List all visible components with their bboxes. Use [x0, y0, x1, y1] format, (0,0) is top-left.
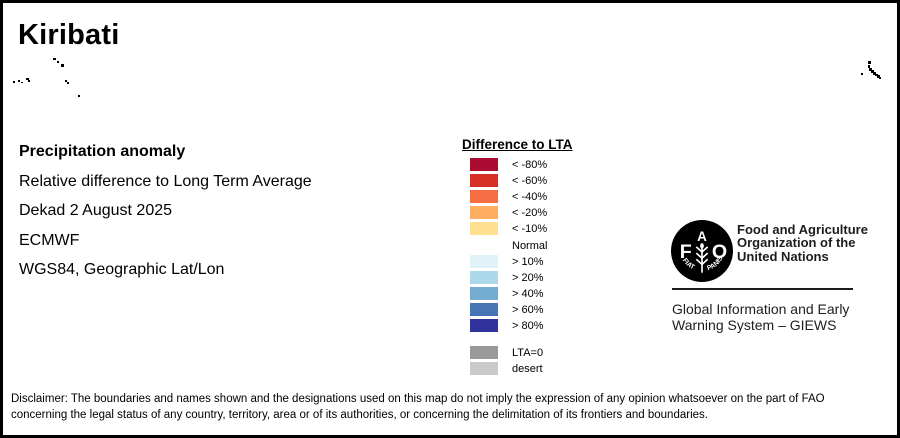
map-info-block: Precipitation anomaly Relative differenc…: [19, 137, 312, 285]
legend-swatch: [470, 303, 498, 316]
island-dot: [61, 64, 64, 67]
legend-row: > 10%: [470, 255, 547, 268]
fao-logo-letter-a: A: [697, 229, 707, 244]
legend-swatch: [470, 346, 498, 359]
legend-swatch: [470, 174, 498, 187]
legend-label: < -20%: [512, 206, 548, 219]
fao-org-name-line: Organization of the: [737, 235, 856, 251]
legend-label: LTA=0: [512, 346, 544, 359]
island-dot: [28, 80, 30, 82]
legend-swatch: [470, 362, 498, 375]
island-dot: [53, 58, 56, 60]
legend-label: desert: [512, 362, 543, 375]
disclaimer-text: Disclaimer: The boundaries and names sho…: [11, 392, 825, 423]
fao-logo-icon: F A O FIAT PANIS: [671, 220, 733, 282]
island-dot: [869, 68, 872, 71]
island-dot: [13, 81, 15, 83]
legend-label: < -80%: [512, 158, 548, 171]
island-dot: [877, 75, 880, 78]
legend-label: > 80%: [512, 319, 544, 332]
legend-label: > 40%: [512, 287, 544, 300]
legend-row: < -80%: [470, 158, 547, 171]
legend-swatch: [470, 239, 498, 252]
island-dot: [875, 74, 878, 76]
island-dot: [879, 77, 881, 79]
island-dot: [861, 73, 863, 75]
fao-org-name: Food and Agriculture Organization of the…: [737, 222, 868, 264]
legend-swatch: [470, 158, 498, 171]
fao-org-name-line: United Nations: [737, 248, 829, 264]
island-dot: [21, 82, 23, 83]
legend-row: < -40%: [470, 190, 547, 203]
legend-label: > 60%: [512, 303, 544, 316]
legend-swatch: [470, 206, 498, 219]
legend-swatch: [470, 319, 498, 332]
info-line-dekad: Dekad 2 August 2025: [19, 202, 173, 220]
island-dot: [67, 82, 69, 84]
fao-logo-letter-o: O: [712, 241, 727, 263]
island-dot: [26, 78, 29, 80]
legend-label: < -40%: [512, 190, 548, 203]
wheat-ear-icon: [695, 243, 709, 273]
legend-label: < -60%: [512, 174, 548, 187]
info-line-source: ECMWF: [19, 231, 80, 249]
island-dot: [78, 95, 80, 97]
legend-swatch: [470, 190, 498, 203]
giews-line: Global Information and Early: [672, 301, 850, 317]
legend-row: > 60%: [470, 303, 547, 316]
legend-swatch: [470, 271, 498, 284]
legend-row: > 40%: [470, 287, 547, 300]
fao-org-name-line: Food and Agriculture: [737, 222, 868, 237]
info-line-subtitle: Relative difference to Long Term Average: [19, 172, 312, 190]
legend-swatch: [470, 222, 498, 235]
island-dot: [18, 80, 20, 82]
legend-title: Difference to LTA: [462, 137, 573, 152]
giews-line: Warning System – GIEWS: [672, 317, 837, 334]
legend-label: Normal: [512, 239, 548, 252]
legend-swatch: [470, 255, 498, 268]
fao-divider-line: [672, 288, 853, 290]
disclaimer-line: concerning the legal status of any count…: [11, 408, 708, 421]
legend-row: LTA=0: [470, 346, 547, 359]
page-title: Kiribati: [18, 19, 120, 51]
legend-swatch: [470, 287, 498, 300]
info-heading: Precipitation anomaly: [19, 143, 186, 160]
island-dot: [871, 70, 874, 73]
legend-row: Normal: [470, 239, 547, 252]
legend-row: < -10%: [470, 222, 547, 235]
disclaimer-line: Disclaimer: The boundaries and names sho…: [11, 393, 825, 405]
wheat-grain-icon: [700, 243, 704, 249]
island-dot: [65, 80, 67, 82]
legend-row: < -60%: [470, 174, 547, 187]
island-dot: [873, 72, 876, 75]
legend-label: < -10%: [512, 222, 548, 235]
info-line-projection: WGS84, Geographic Lat/Lon: [19, 261, 225, 279]
legend-label: > 20%: [512, 271, 544, 284]
island-dot: [868, 65, 870, 68]
legend-row: > 20%: [470, 271, 547, 284]
island-dot: [57, 61, 59, 63]
legend-label: > 10%: [512, 255, 544, 268]
giews-subtitle: Global Information and Early Warning Sys…: [672, 301, 849, 334]
legend-row: < -20%: [470, 206, 547, 219]
legend-row: > 80%: [470, 319, 547, 332]
fao-logo-letter-f: F: [680, 241, 692, 263]
island-dot: [868, 61, 871, 64]
legend: < -80% < -60% < -40% < -20% < -10% Normal > 10…: [470, 158, 547, 378]
legend-row: desert: [470, 362, 547, 375]
